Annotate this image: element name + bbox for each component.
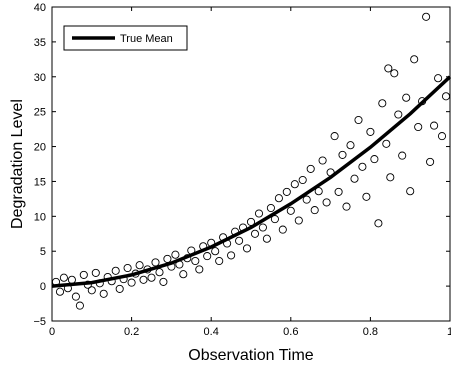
x-tick-label: 0.4 xyxy=(204,326,219,338)
observation-point xyxy=(354,115,363,125)
observation-point xyxy=(358,162,367,171)
observation-point xyxy=(195,265,204,274)
observation-point xyxy=(370,155,379,164)
observation-point xyxy=(59,273,68,282)
x-axis-title: Observation Time xyxy=(188,347,313,364)
observation-point xyxy=(434,74,443,83)
observation-point xyxy=(135,261,144,270)
observation-point xyxy=(79,270,88,279)
y-axis-title: Degradation Level xyxy=(9,99,26,229)
observation-point xyxy=(338,150,347,159)
observation-point xyxy=(215,256,224,266)
legend-label-true-mean: True Mean xyxy=(120,33,173,45)
observation-point xyxy=(75,301,84,310)
x-tick-label: 1 xyxy=(447,326,451,338)
y-tick-label: 5 xyxy=(40,246,46,258)
observation-point xyxy=(55,287,65,296)
observation-point xyxy=(314,187,323,196)
observation-point xyxy=(171,250,180,259)
observation-point xyxy=(139,275,148,284)
y-tick-label: 10 xyxy=(34,211,46,223)
observation-point xyxy=(115,284,124,293)
observation-point xyxy=(386,173,395,182)
observation-point xyxy=(147,273,156,282)
observation-point xyxy=(262,234,271,243)
observation-point xyxy=(266,203,275,213)
observation-point xyxy=(426,157,435,166)
observation-point xyxy=(374,219,383,228)
y-tick-label: 40 xyxy=(34,2,46,14)
y-tick-label: 35 xyxy=(34,37,46,49)
observation-point xyxy=(342,202,351,211)
observation-point xyxy=(203,252,212,261)
observation-point xyxy=(254,209,264,218)
observation-point xyxy=(362,192,371,201)
observation-point xyxy=(258,223,267,232)
observation-point xyxy=(274,194,283,203)
observation-point xyxy=(441,92,451,101)
observation-point xyxy=(91,268,100,277)
observation-point xyxy=(318,156,327,165)
true-mean-line xyxy=(51,75,451,288)
plot-area xyxy=(51,6,451,322)
y-tick-label: 15 xyxy=(34,176,46,188)
y-tick-label: 20 xyxy=(34,142,46,154)
observation-point xyxy=(350,174,359,183)
observation-point xyxy=(179,270,188,279)
observation-point xyxy=(242,244,252,253)
observation-point xyxy=(330,132,339,141)
observation-point xyxy=(270,215,279,224)
x-tick-label: 0.8 xyxy=(363,326,378,338)
observation-point xyxy=(123,263,132,273)
observation-point xyxy=(394,110,403,119)
observation-point xyxy=(410,55,419,64)
observation-point xyxy=(290,180,299,189)
observation-point xyxy=(310,206,319,215)
observation-point xyxy=(282,187,291,196)
observation-point xyxy=(235,236,244,245)
observation-point xyxy=(346,141,355,150)
observation-point xyxy=(390,69,399,78)
x-tick-label: 0 xyxy=(49,326,55,338)
observation-point xyxy=(286,206,295,215)
observation-point xyxy=(111,266,120,275)
observation-point xyxy=(294,216,303,225)
observation-point xyxy=(302,195,311,204)
observation-point xyxy=(402,93,411,102)
observation-point xyxy=(437,132,447,141)
observation-point xyxy=(414,122,423,132)
observation-point xyxy=(378,99,387,108)
observation-point xyxy=(191,256,200,266)
observation-point xyxy=(298,175,307,185)
observation-point xyxy=(250,229,260,238)
observation-point xyxy=(155,268,164,277)
y-tick-label: 30 xyxy=(34,72,46,84)
observation-point xyxy=(422,12,431,21)
observation-point xyxy=(366,127,375,136)
observation-point xyxy=(227,251,236,260)
x-tick-label: 0.6 xyxy=(283,326,298,338)
y-tick-label: −5 xyxy=(33,316,46,328)
y-tick-label: 25 xyxy=(34,107,46,119)
observation-point xyxy=(322,198,331,207)
observation-point xyxy=(159,277,168,286)
x-tick-label: 0.2 xyxy=(124,326,139,338)
observation-point xyxy=(211,247,220,256)
observation-point xyxy=(87,286,96,295)
observation-point xyxy=(406,187,415,196)
legend: True Mean xyxy=(63,25,188,51)
observation-point xyxy=(382,139,391,148)
observation-point xyxy=(430,121,439,130)
observation-point xyxy=(278,225,287,234)
observation-point xyxy=(334,187,343,196)
y-tick-label: 0 xyxy=(40,281,46,293)
observation-point xyxy=(306,164,315,173)
observation-point xyxy=(71,292,80,301)
observation-point xyxy=(99,289,108,298)
observation-point xyxy=(398,151,407,160)
observation-point xyxy=(127,278,136,287)
observation-point xyxy=(384,64,393,73)
